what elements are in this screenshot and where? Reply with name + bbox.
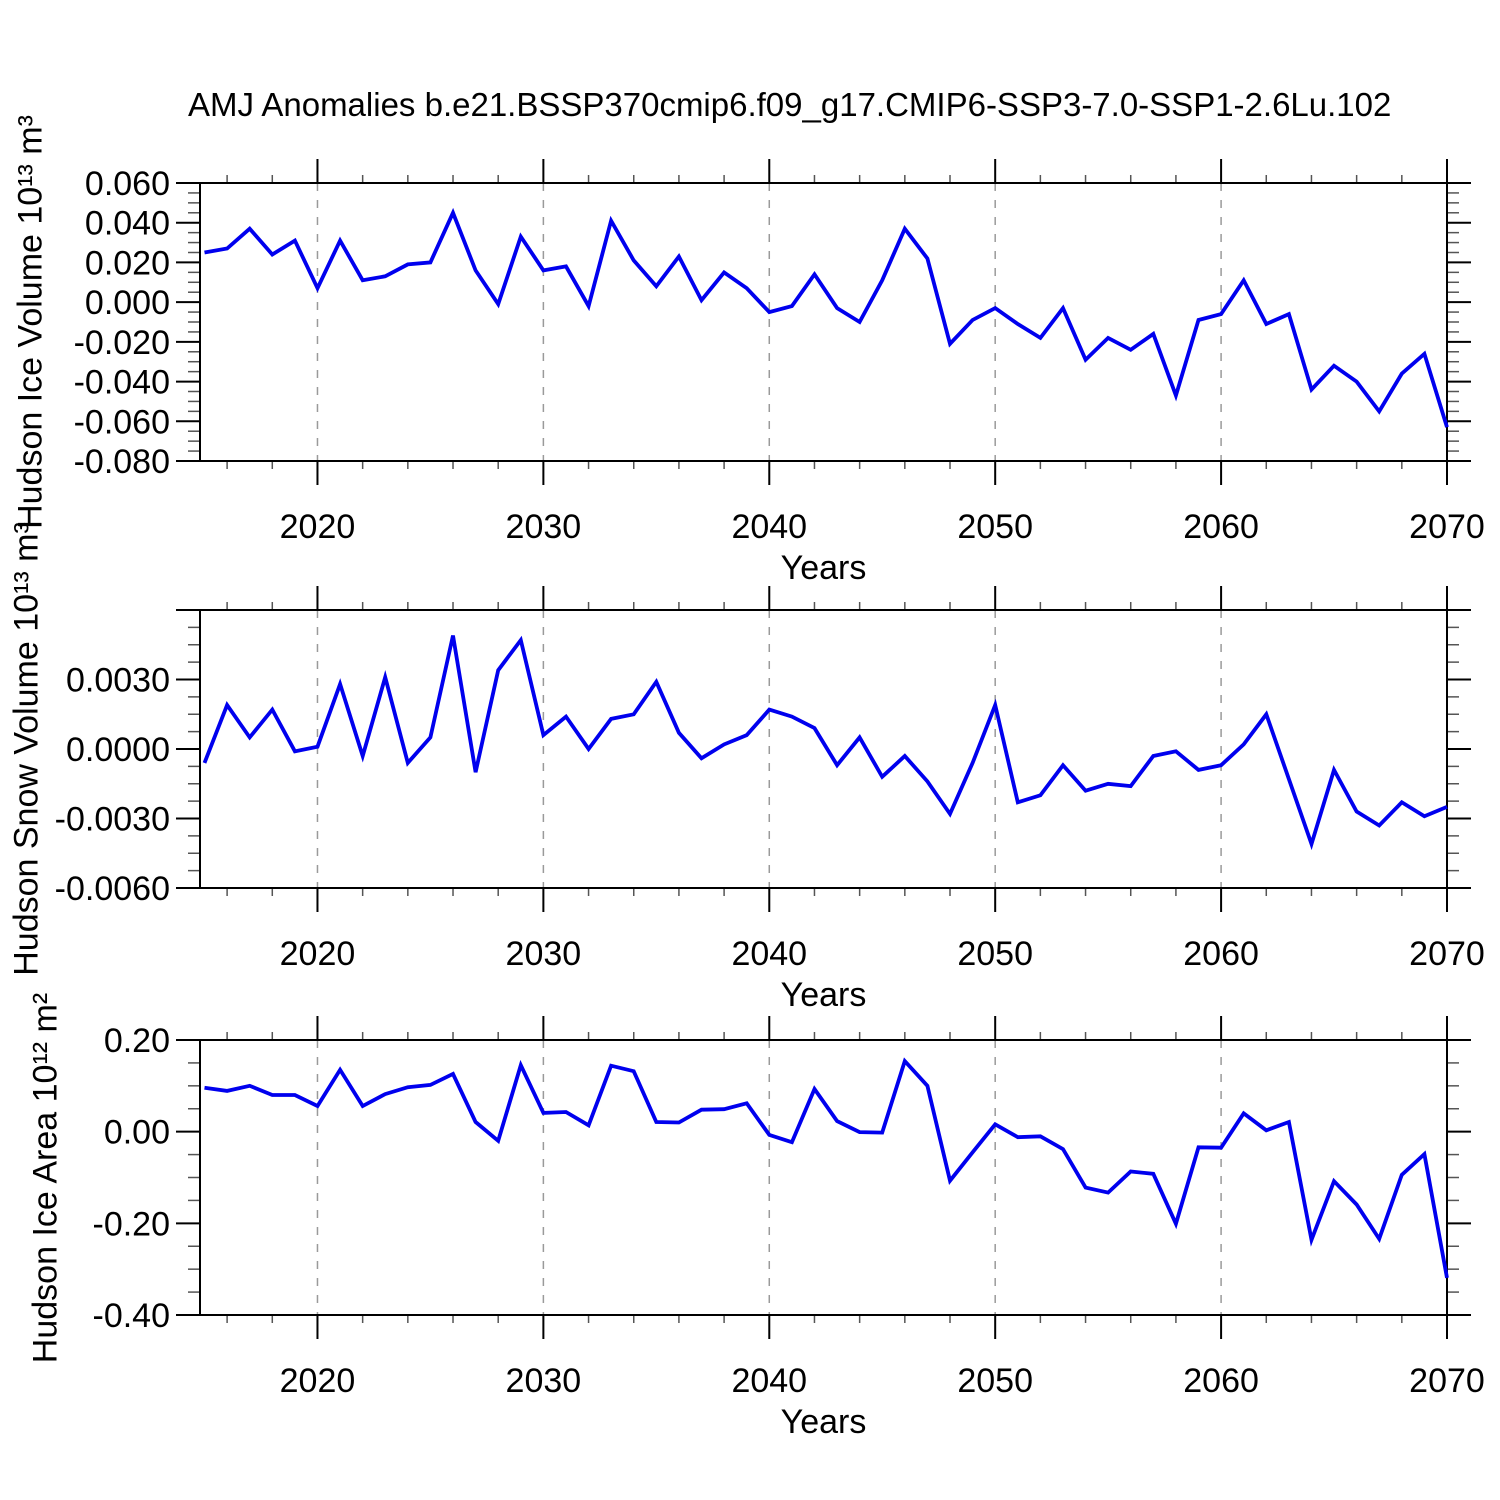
panel-ice-area: 2020 2030 2040 2050 2060 2070 0.20 0.00 -0.20 -0.… bbox=[93, 1016, 1485, 1400]
y-tick-label: 0.000 bbox=[85, 284, 170, 322]
x-tick-label: 2020 bbox=[280, 1362, 356, 1400]
y-axis-title-snow-volume: Hudson Snow Volume 10¹³ m³ bbox=[7, 522, 46, 976]
y-tick-label: 0.060 bbox=[85, 165, 170, 203]
y-tick-label: -0.40 bbox=[93, 1297, 171, 1335]
y-tick-label: 0.00 bbox=[104, 1114, 170, 1152]
y-tick-label: 0.0000 bbox=[66, 731, 170, 769]
x-tick-label: 2020 bbox=[280, 508, 356, 546]
x-tick-label: 2040 bbox=[731, 1362, 807, 1400]
x-tick-label: 2070 bbox=[1409, 1362, 1485, 1400]
y-axis-title-ice-area: Hudson Ice Area 10¹² m² bbox=[26, 992, 65, 1364]
x-tick-label: 2060 bbox=[1183, 1362, 1259, 1400]
x-tick-label: 2040 bbox=[731, 508, 807, 546]
x-tick-label: 2050 bbox=[957, 508, 1033, 546]
x-tick-label: 2050 bbox=[957, 1362, 1033, 1400]
y-tick-label: -0.040 bbox=[74, 364, 170, 402]
series-ice-volume bbox=[204, 207, 1449, 428]
panel-snow-volume: 2020 2030 2040 2050 2060 2070 0.0030 0.0000 -0.0… bbox=[55, 586, 1485, 973]
series-snow-volume bbox=[202, 635, 1448, 851]
y-tick-label: -0.080 bbox=[74, 443, 170, 481]
x-tick-label: 2040 bbox=[731, 935, 807, 973]
x-tick-label: 2070 bbox=[1409, 508, 1485, 546]
y-tick-label: -0.020 bbox=[74, 324, 170, 362]
x-axis-title: Years bbox=[780, 1403, 867, 1441]
y-tick-label: -0.20 bbox=[93, 1205, 171, 1243]
x-tick-label: 2060 bbox=[1183, 508, 1259, 546]
y-axis-title-ice-volume: Hudson Ice Volume 10¹³ m³ bbox=[11, 115, 50, 529]
x-axis-title: Years bbox=[780, 976, 867, 1014]
y-tick-label: -0.0060 bbox=[55, 870, 170, 908]
x-tick-label: 2070 bbox=[1409, 935, 1485, 973]
plot-frame bbox=[199, 1039, 1448, 1316]
x-tick-label: 2020 bbox=[280, 935, 356, 973]
y-tick-label: 0.20 bbox=[104, 1022, 170, 1060]
plot-frame bbox=[199, 182, 1448, 462]
x-tick-label: 2060 bbox=[1183, 935, 1259, 973]
series-ice-area bbox=[204, 1057, 1449, 1279]
x-tick-label: 2030 bbox=[506, 1362, 582, 1400]
x-axis-title: Years bbox=[780, 549, 867, 587]
y-tick-label: 0.020 bbox=[85, 244, 170, 282]
x-tick-label: 2030 bbox=[506, 935, 582, 973]
chart-title: AMJ Anomalies b.e21.BSSP370cmip6.f09_g17… bbox=[188, 86, 1392, 123]
plot-frame bbox=[199, 609, 1448, 889]
panel-ice-volume: 2020 2030 2040 2050 2060 2070 0.0600.0400.0200… bbox=[74, 159, 1485, 546]
x-tick-label: 2030 bbox=[506, 508, 582, 546]
y-tick-label: -0.0030 bbox=[55, 801, 170, 839]
y-tick-label: 0.0030 bbox=[66, 662, 170, 700]
x-tick-label: 2050 bbox=[957, 935, 1033, 973]
y-tick-label: 0.040 bbox=[85, 205, 170, 243]
y-tick-label: -0.060 bbox=[74, 403, 170, 441]
